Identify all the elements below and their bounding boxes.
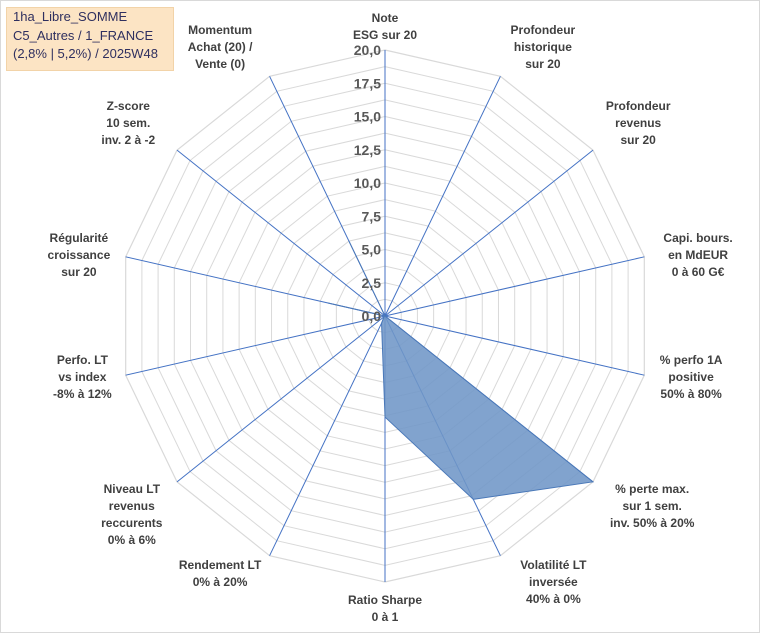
axis-label-line: en MdEUR [668, 247, 729, 262]
axis-label-line: 0% à 20% [192, 574, 248, 589]
axis-label: Ratio Sharpe 0 à 1 [343, 592, 427, 626]
axis-label-line: revenus [108, 498, 155, 513]
r-tick-label: 7,5 [362, 208, 382, 224]
axis-label-line: 10 sem. [106, 116, 151, 131]
axis-label-line: % perfo 1A [659, 352, 723, 367]
r-tick-label: 17,5 [354, 75, 381, 91]
axis-label-line: inv. 50% à 20% [609, 515, 695, 530]
axis-label-line: Z-score [106, 99, 150, 114]
axis-label-line: inversée [529, 574, 578, 589]
axis-label-line: croissance [47, 247, 111, 262]
r-tick-label: 0,0 [362, 308, 382, 324]
axis-label-line: inv. 2 à -2 [101, 133, 156, 148]
axis-label-line: sur 20 [61, 264, 97, 279]
data-series-area [327, 241, 595, 500]
axis-spoke [269, 315, 386, 556]
axis-label-line: positive [668, 369, 714, 384]
axis-label: Profondeur historique sur 20 [508, 22, 578, 73]
axis-label-line: Ratio Sharpe [347, 593, 422, 607]
axis-label: % perfo 1A positive 50% à 80% [656, 352, 726, 403]
title-line-3: (2,8% | 5,2%) / 2025W48 [13, 46, 159, 61]
axis-spoke [384, 76, 501, 317]
title-line-1: 1ha_Libre_SOMME [13, 9, 128, 24]
axis-label-line: vs index [58, 369, 107, 384]
axis-label-line: Niveau LT [103, 481, 161, 496]
r-tick-label: 20,0 [354, 42, 381, 58]
axis-label: Momentum Achat (20) / Vente (0) [178, 22, 262, 73]
axis-label-line: 50% à 80% [660, 386, 722, 401]
axis-label-line: 0% à 6% [107, 532, 156, 547]
axis-spoke [176, 315, 386, 483]
axis-label: Régularité croissance sur 20 [44, 230, 114, 281]
axis-label-line: Vente (0) [195, 57, 246, 72]
axis-label: Z-score 10 sem. inv. 2 à -2 [90, 98, 167, 149]
axis-label-line: Capi. bours. [663, 230, 733, 245]
r-tick-label: 12,5 [354, 142, 381, 158]
r-tick-label: 5,0 [362, 242, 382, 258]
axis-label: Capi. bours. en MdEUR 0 à 60 G€ [656, 230, 740, 281]
axis-label-line: -8% à 12% [53, 386, 112, 401]
r-tick-label: 15,0 [354, 109, 381, 125]
axis-label-line: % perte max. [615, 481, 690, 496]
chart-title-box: 1ha_Libre_SOMME C5_Autres / 1_FRANCE (2,… [6, 7, 174, 71]
axis-label-line: 40% à 0% [526, 591, 581, 606]
axis-label: % perte max. sur 1 sem. inv. 50% à 20% [603, 481, 701, 532]
axis-spoke [176, 149, 386, 317]
axis-label-line: revenus [615, 116, 662, 131]
r-tick-label: 10,0 [354, 175, 381, 191]
axis-label: Profondeur revenus sur 20 [603, 98, 673, 149]
axis-label-line: ESG sur 20 [352, 28, 418, 42]
axis-label-line: Rendement LT [178, 557, 262, 572]
axis-label-line: Momentum [188, 23, 253, 38]
axis-label: Volatilité LT inversée 40% à 0% [508, 557, 599, 608]
axis-label: Perfo. LT vs index -8% à 12% [51, 352, 114, 403]
axis-spoke [125, 315, 386, 376]
axis-label: Rendement LT 0% à 20% [178, 557, 262, 591]
axis-spoke [384, 149, 594, 317]
axis-label-line: sur 20 [620, 133, 656, 148]
axis-label-line: 0 à 1 [371, 610, 399, 624]
axis-label-line: Profondeur [510, 23, 576, 38]
r-tick-label: 2,5 [362, 275, 382, 291]
axis-label-line: Perfo. LT [56, 352, 108, 367]
axis-label: Niveau LT revenus reccurents 0% à 6% [97, 481, 167, 549]
axis-label-line: sur 20 [525, 57, 561, 72]
title-line-2: C5_Autres / 1_FRANCE [13, 27, 154, 43]
axis-label: Note ESG sur 20 [350, 10, 420, 44]
axis-label-line: sur 1 sem. [622, 498, 682, 513]
axis-label-line: reccurents [101, 515, 163, 530]
axis-label-line: Régularité [49, 230, 109, 245]
axis-label-line: 0 à 60 G€ [671, 264, 725, 279]
axis-label-line: historique [513, 40, 572, 55]
axis-label-line: Achat (20) / [187, 40, 253, 55]
axis-spoke [384, 315, 645, 376]
axis-label-line: Note [371, 11, 399, 25]
axis-spoke [384, 256, 645, 317]
axis-label-line: Volatilité LT [520, 557, 587, 572]
axis-label-line: Profondeur [605, 99, 671, 114]
